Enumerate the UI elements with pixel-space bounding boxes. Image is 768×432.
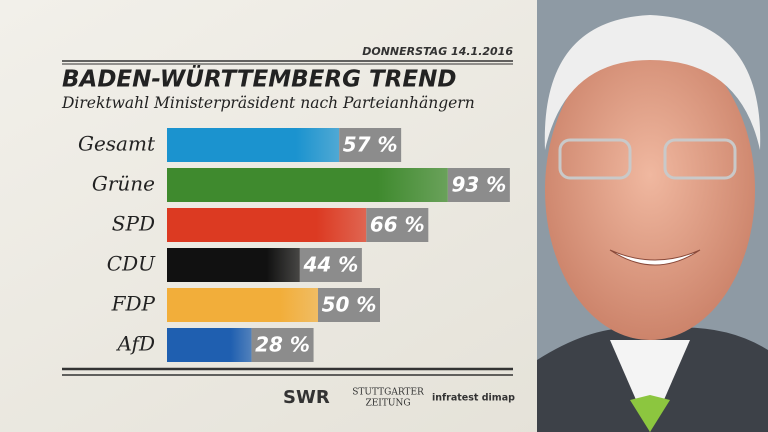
category-label: SPD <box>112 212 155 236</box>
bar <box>167 168 448 202</box>
value-label: 44 % <box>302 253 358 277</box>
category-label: Gesamt <box>78 132 156 156</box>
category-label: FDP <box>111 292 156 316</box>
category-label: Grüne <box>92 172 155 196</box>
value-label: 66 % <box>370 213 425 237</box>
bar <box>167 208 367 242</box>
source-logo: STUTTGARTER <box>352 388 424 398</box>
value-box <box>366 208 429 242</box>
portrait <box>537 0 768 432</box>
category-label: AfD <box>115 332 155 356</box>
chart-title: BADEN-WÜRTTEMBERG TREND <box>62 65 456 93</box>
value-label: 57 % <box>343 133 398 157</box>
category-label: CDU <box>107 252 156 276</box>
value-label: 50 % <box>322 293 377 317</box>
bar <box>167 248 300 282</box>
value-box <box>318 288 380 322</box>
value-label: 93 % <box>451 173 506 197</box>
value-box <box>299 248 362 282</box>
value-box <box>339 128 402 162</box>
source-logo: ZEITUNG <box>365 399 410 409</box>
source-logo: SWR <box>283 387 330 408</box>
date: DONNERSTAG 14.1.2016 <box>362 45 513 58</box>
value-box <box>251 328 314 362</box>
subtitle: Direktwahl Ministerpräsident nach Partei… <box>61 94 475 112</box>
bar <box>167 288 318 322</box>
value-label: 28 % <box>255 333 310 357</box>
bar <box>167 328 252 362</box>
value-box <box>447 168 510 202</box>
bar <box>167 128 340 162</box>
source-logo: infratest dimap <box>432 393 515 404</box>
